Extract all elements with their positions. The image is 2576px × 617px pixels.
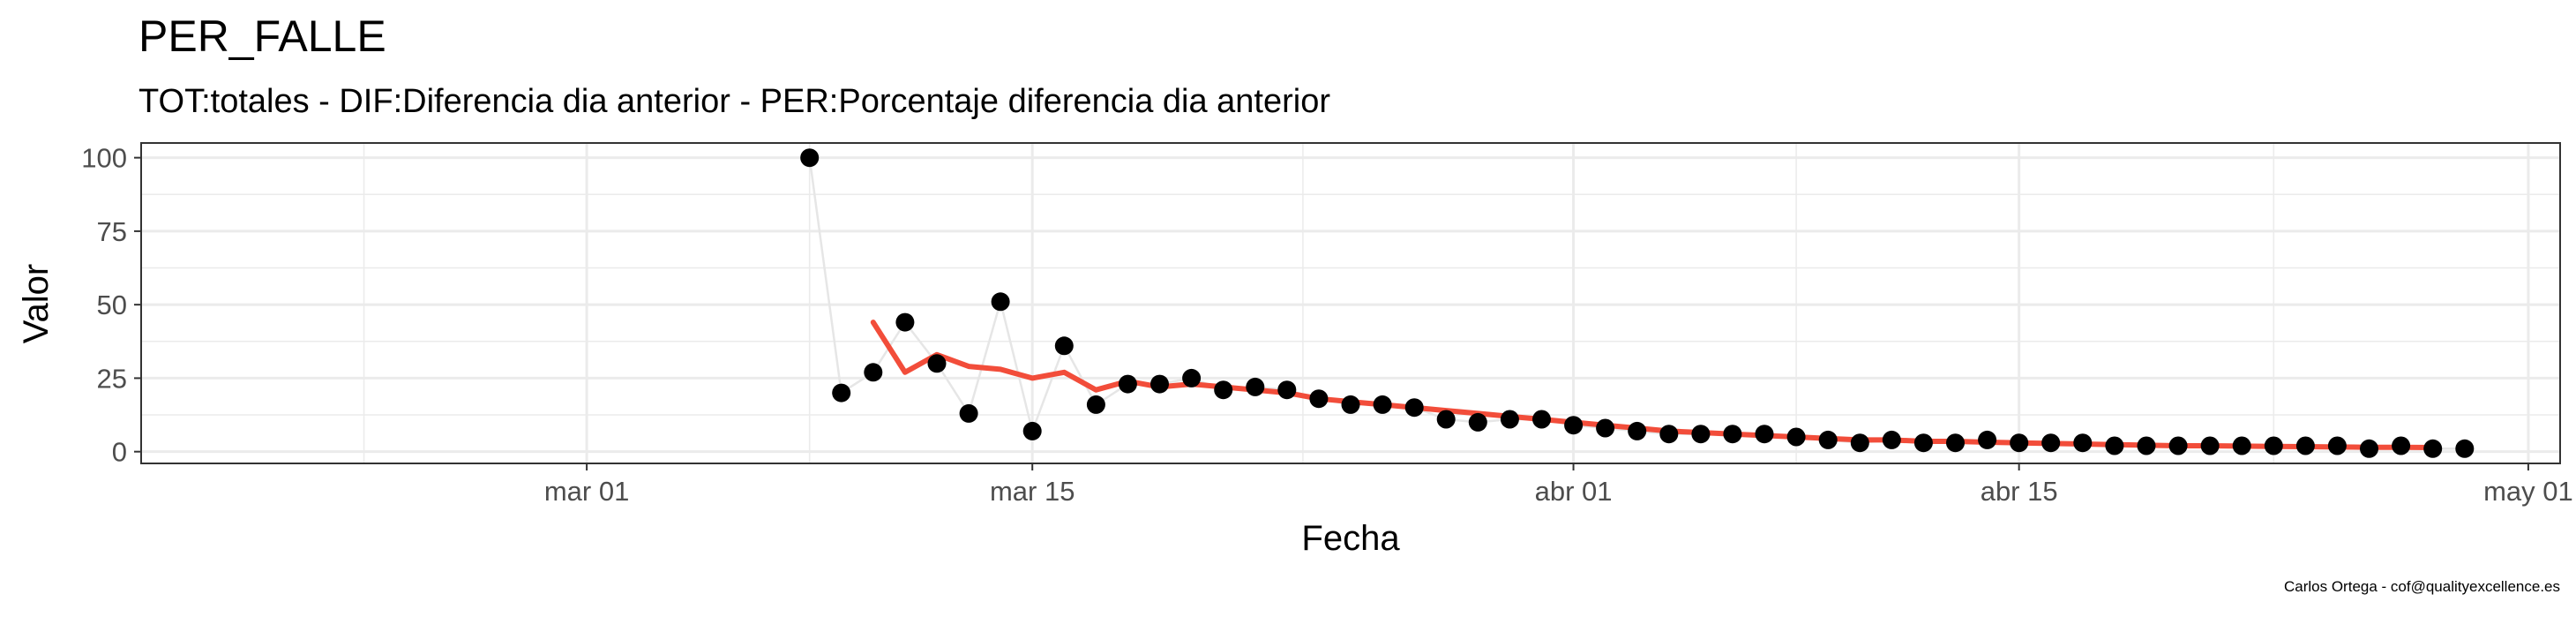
x-tick-label: abr 01	[1535, 476, 1613, 507]
data-point	[832, 383, 851, 403]
data-point	[1054, 336, 1074, 356]
data-point	[2232, 436, 2251, 455]
data-point	[1500, 410, 1519, 429]
y-tick-label: 0	[112, 437, 127, 468]
data-point	[1691, 425, 1711, 444]
data-point	[1022, 421, 1042, 440]
data-point	[991, 292, 1010, 312]
data-point	[1850, 433, 1869, 453]
data-point	[1564, 416, 1584, 435]
grid-major	[141, 143, 2560, 463]
data-point	[2455, 439, 2475, 458]
data-point	[1436, 410, 1456, 429]
data-point	[1086, 395, 1105, 414]
data-point	[2360, 439, 2378, 458]
y-axis: 0 25 50 75 100	[81, 143, 141, 468]
data-point	[1309, 389, 1329, 409]
data-point	[1978, 430, 1997, 449]
data-point	[1596, 418, 1615, 438]
series-layer	[800, 148, 2475, 458]
y-axis-title: Valor	[17, 264, 56, 343]
x-axis: mar 01 mar 15 abr 01 abr 15 may 01	[544, 463, 2573, 507]
data-point	[2423, 439, 2443, 458]
panel-border	[140, 142, 2561, 464]
data-point	[2295, 436, 2315, 455]
data-point	[1277, 380, 1297, 400]
data-point	[959, 403, 978, 423]
x-tick-label: mar 15	[990, 476, 1075, 507]
data-point	[1659, 425, 1679, 444]
data-point	[1214, 380, 1233, 400]
chart-subtitle: TOT:totales - DIF:Diferencia dia anterio…	[139, 83, 1330, 120]
y-tick-label: 25	[97, 363, 127, 394]
grid-minor	[141, 143, 2560, 463]
data-point	[2041, 433, 2061, 453]
x-tick-label: mar 01	[544, 476, 629, 507]
plot-panel	[140, 142, 2561, 464]
data-point	[2200, 436, 2220, 455]
data-point	[1755, 425, 1774, 444]
data-point	[2327, 436, 2347, 455]
y-tick-label: 50	[97, 290, 127, 320]
data-point	[1723, 425, 1742, 444]
data-point	[1786, 427, 1806, 447]
data-point	[1946, 433, 1965, 453]
data-point	[1373, 395, 1392, 414]
y-tick-label: 75	[97, 216, 127, 247]
data-point	[2137, 436, 2156, 455]
x-axis-title: Fecha	[1301, 519, 1400, 558]
data-point	[1628, 421, 1647, 440]
data-point	[1150, 374, 1169, 394]
data-point	[2073, 433, 2093, 453]
data-point	[1468, 412, 1487, 432]
data-point	[1404, 398, 1424, 418]
chart-caption: Carlos Ortega - cof@qualityexcellence.es	[2284, 578, 2560, 595]
data-point	[1882, 430, 1901, 449]
data-point	[1818, 430, 1838, 449]
y-tick-label: 100	[81, 143, 127, 174]
data-point	[1182, 368, 1202, 388]
chart-title: PER_FALLE	[139, 11, 386, 61]
data-point	[927, 354, 947, 373]
data-point	[800, 148, 820, 168]
x-tick-label: may 01	[2483, 476, 2573, 507]
data-point	[1341, 395, 1360, 414]
data-point	[2168, 436, 2188, 455]
data-point	[864, 363, 883, 382]
data-point	[2264, 436, 2283, 455]
data-point	[2105, 436, 2124, 455]
data-point	[895, 312, 915, 332]
data-point	[2010, 433, 2029, 453]
data-point	[2392, 436, 2411, 455]
data-point	[1118, 374, 1137, 394]
data-point	[1532, 410, 1551, 429]
data-point	[1246, 377, 1265, 396]
x-tick-label: abr 15	[1981, 476, 2058, 507]
data-point	[1913, 433, 1933, 453]
